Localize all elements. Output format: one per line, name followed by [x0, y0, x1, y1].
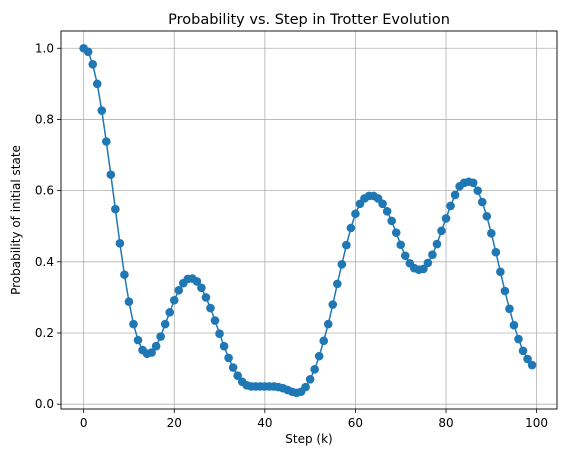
y-tick-label: 0.0	[35, 397, 54, 411]
x-tick-label: 100	[525, 416, 548, 430]
data-point	[382, 206, 392, 216]
data-point	[514, 334, 523, 344]
data-point	[111, 204, 120, 214]
data-point	[428, 250, 437, 259]
y-axis-title: Probability of initial state	[9, 145, 23, 295]
chart-title: Probability vs. Step in Trotter Evolutio…	[168, 12, 450, 28]
data-point	[328, 300, 338, 309]
data-point	[215, 329, 224, 339]
plot-frame	[60, 30, 558, 410]
data-point	[129, 319, 138, 329]
data-point	[92, 79, 102, 89]
data-point	[346, 223, 356, 233]
data-point	[391, 228, 401, 237]
data-point	[468, 178, 478, 188]
data-point	[83, 47, 93, 57]
data-point	[351, 209, 360, 219]
data-point	[160, 319, 170, 329]
data-point	[337, 260, 347, 269]
data-point	[323, 319, 333, 329]
data-point	[97, 106, 107, 115]
data-point	[192, 277, 202, 286]
data-point	[88, 59, 98, 69]
y-tick-label: 0.4	[35, 255, 54, 269]
data-point	[441, 214, 451, 223]
x-tick-label: 40	[257, 416, 272, 430]
data-point	[477, 197, 487, 207]
data-point	[505, 304, 514, 314]
data-point	[523, 354, 532, 364]
y-tick-label: 0.6	[35, 184, 54, 198]
data-point	[527, 360, 537, 370]
data-point	[496, 267, 505, 277]
x-tick-label: 0	[80, 416, 88, 430]
data-point	[169, 295, 179, 305]
x-tick-label: 20	[167, 416, 182, 430]
data-point	[333, 279, 342, 289]
data-point	[423, 258, 433, 268]
series-line	[83, 47, 533, 394]
data-point	[509, 320, 519, 330]
data-point	[115, 239, 125, 248]
data-point	[342, 240, 351, 250]
data-point	[378, 199, 387, 209]
data-point	[124, 297, 134, 306]
data-point	[305, 374, 315, 384]
data-point	[432, 239, 442, 249]
data-point	[106, 170, 116, 179]
y-tick-label: 0.8	[35, 112, 54, 126]
data-point	[437, 226, 446, 236]
y-tick-label: 0.2	[35, 326, 54, 340]
data-series	[79, 43, 537, 398]
data-point	[310, 365, 319, 374]
data-point	[314, 351, 324, 361]
data-point	[156, 332, 165, 341]
x-axis-title: Step (k)	[285, 432, 332, 446]
data-point	[500, 286, 510, 296]
data-point	[400, 251, 410, 261]
data-point	[197, 283, 206, 293]
data-point	[224, 353, 233, 363]
data-point	[482, 211, 492, 221]
data-point	[147, 348, 156, 357]
axis-ticks: 0 20 40 60 80 100 0.0 0.2 0.4 0.6 0.8 1.0	[35, 41, 548, 430]
data-point	[174, 286, 184, 295]
data-point	[206, 303, 215, 313]
x-tick-label: 80	[438, 416, 453, 430]
data-point	[446, 201, 455, 211]
data-point	[228, 363, 238, 372]
data-point	[201, 293, 211, 302]
data-point	[473, 186, 483, 195]
data-point	[450, 190, 460, 200]
data-point	[120, 270, 129, 279]
data-point	[387, 216, 396, 226]
data-point	[233, 371, 242, 381]
data-point	[151, 341, 161, 351]
data-point	[301, 382, 310, 392]
data-point	[219, 341, 229, 351]
data-point	[165, 308, 175, 317]
data-point	[419, 264, 428, 274]
data-point	[518, 346, 528, 356]
data-point	[487, 229, 496, 238]
data-point	[102, 137, 111, 146]
data-point	[491, 247, 501, 257]
data-point	[319, 336, 329, 346]
data-point	[210, 316, 220, 325]
y-tick-label: 1.0	[35, 41, 54, 55]
x-tick-label: 60	[348, 416, 363, 430]
data-point	[133, 335, 143, 345]
data-point	[396, 240, 406, 250]
